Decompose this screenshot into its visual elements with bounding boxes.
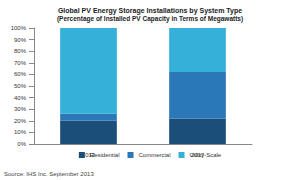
- svg-text:60%: 60%: [14, 71, 27, 77]
- svg-text:Utility-Scale: Utility-Scale: [190, 152, 222, 158]
- svg-text:90%: 90%: [14, 37, 27, 43]
- svg-text:100%: 100%: [11, 25, 27, 31]
- svg-text:(Percentage of Installed PV Ca: (Percentage of Installed PV Capacity in …: [57, 15, 243, 23]
- svg-text:70%: 70%: [14, 60, 27, 66]
- svg-text:Residential: Residential: [90, 152, 120, 158]
- svg-text:0%: 0%: [17, 141, 26, 147]
- svg-text:Commercial: Commercial: [139, 152, 171, 158]
- svg-text:50%: 50%: [14, 83, 27, 89]
- svg-text:Source: IHS Inc. September 201: Source: IHS Inc. September 2013: [4, 171, 94, 177]
- svg-text:30%: 30%: [14, 106, 27, 112]
- svg-text:40%: 40%: [14, 95, 27, 101]
- svg-text:Global PV Energy Storage Insta: Global PV Energy Storage Installations b…: [58, 7, 242, 15]
- svg-text:80%: 80%: [14, 48, 27, 54]
- svg-text:10%: 10%: [14, 129, 27, 135]
- svg-text:20%: 20%: [14, 118, 27, 124]
